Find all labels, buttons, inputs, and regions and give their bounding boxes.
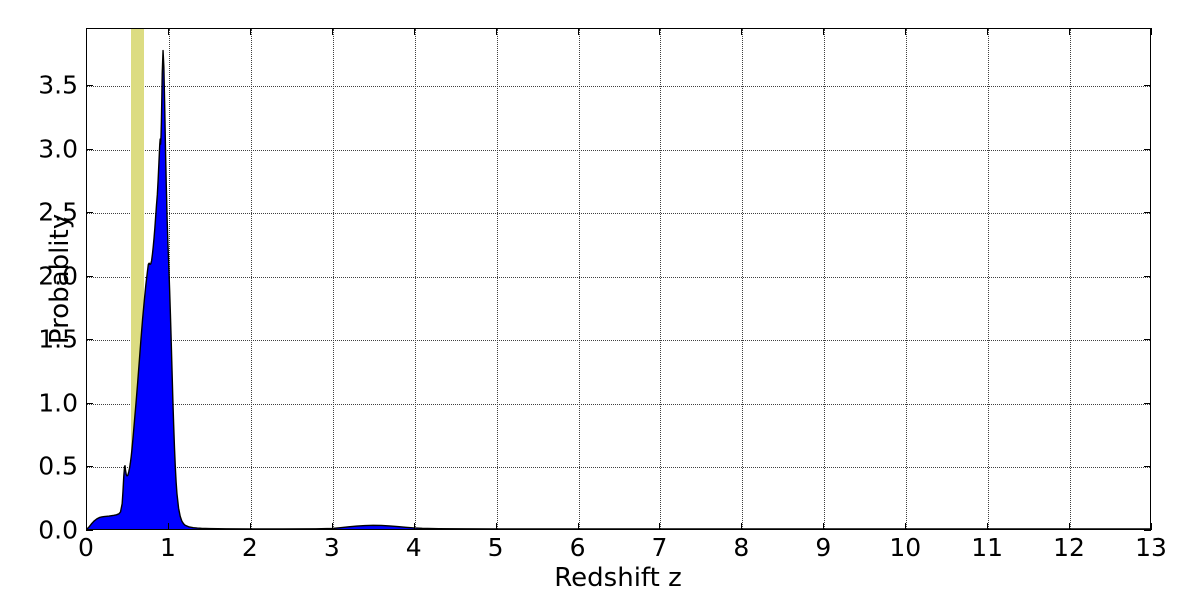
y-tick-mark: [86, 402, 93, 404]
x-tick-mark: [86, 523, 87, 530]
x-tick-label: 10: [889, 533, 922, 562]
x-tick-mark-top: [823, 28, 825, 35]
gridline-vertical: [332, 29, 334, 529]
x-tick-label: 7: [651, 533, 668, 562]
plot-area: [86, 28, 1151, 530]
x-tick-mark-top: [1151, 28, 1152, 35]
x-tick-label: 0: [78, 533, 94, 562]
y-tick-label: 0.0: [38, 515, 78, 545]
gridline-horizontal: [87, 467, 1150, 469]
y-tick-mark-right: [1144, 85, 1151, 87]
x-tick-mark: [495, 523, 497, 530]
gridline-horizontal: [87, 276, 1150, 278]
x-tick-mark: [413, 523, 415, 530]
x-tick-mark-top: [1069, 28, 1071, 35]
x-tick-mark-top: [905, 28, 907, 35]
x-tick-label: 4: [405, 533, 422, 562]
gridline-horizontal: [87, 403, 1150, 405]
x-tick-mark-top: [659, 28, 661, 35]
x-tick-mark: [249, 523, 251, 530]
x-tick-label: 2: [241, 533, 258, 562]
x-tick-label: 3: [323, 533, 340, 562]
y-tick-label: 1.0: [38, 388, 78, 418]
gridline-vertical: [250, 29, 252, 529]
gridline-horizontal: [87, 340, 1150, 342]
y-tick-mark-right: [1144, 339, 1151, 341]
x-tick-label: 11: [971, 533, 1004, 562]
x-tick-label: 9: [815, 533, 832, 562]
x-tick-mark-top: [249, 28, 251, 35]
y-tick-mark-right: [1144, 275, 1151, 277]
x-tick-mark: [331, 523, 333, 530]
gridline-horizontal: [87, 86, 1150, 88]
y-tick-label: 0.5: [38, 451, 78, 481]
y-tick-mark-right: [1144, 212, 1151, 214]
y-tick-mark: [86, 212, 93, 214]
x-tick-label: 1: [159, 533, 176, 562]
gridline-vertical: [660, 29, 662, 529]
pdf-curve-svg: [87, 49, 1150, 529]
y-tick-mark: [86, 148, 93, 150]
plot-inner-clip: [87, 29, 1150, 529]
x-tick-mark: [741, 523, 743, 530]
gridline-vertical: [414, 29, 416, 529]
x-tick-mark: [577, 523, 579, 530]
x-tick-mark: [1151, 523, 1152, 530]
x-tick-label: 12: [1053, 533, 1085, 562]
gridline-vertical: [988, 29, 990, 529]
y-tick-mark: [86, 530, 93, 531]
x-tick-mark-top: [577, 28, 579, 35]
x-tick-mark-top: [167, 28, 169, 35]
x-tick-mark-top: [741, 28, 743, 35]
gridline-vertical: [742, 29, 744, 529]
x-tick-label: 13: [1135, 533, 1167, 562]
y-tick-label: 3.5: [38, 70, 78, 100]
pdf-outline: [87, 49, 1150, 529]
gridline-horizontal: [87, 149, 1150, 151]
gridline-horizontal: [87, 213, 1150, 215]
y-tick-label: 2.0: [38, 261, 78, 291]
y-tick-label: 1.5: [38, 324, 78, 354]
x-tick-label: 8: [733, 533, 750, 562]
y-tick-mark-right: [1144, 148, 1151, 150]
y-tick-mark: [86, 466, 93, 468]
x-tick-mark: [167, 523, 169, 530]
x-axis-label: Redshift z: [554, 563, 682, 593]
y-tick-mark: [86, 275, 93, 277]
y-tick-mark-right: [1144, 402, 1151, 404]
x-tick-label: 5: [487, 533, 504, 562]
y-tick-mark: [86, 339, 93, 341]
x-tick-mark: [987, 523, 989, 530]
gridline-vertical: [906, 29, 908, 529]
x-tick-mark-top: [413, 28, 415, 35]
x-tick-mark-top: [86, 28, 87, 35]
y-tick-mark: [86, 85, 93, 87]
y-tick-mark-right: [1144, 466, 1151, 468]
y-tick-mark-right: [1144, 530, 1151, 531]
gridline-vertical: [824, 29, 826, 529]
gridline-vertical: [1070, 29, 1072, 529]
x-tick-mark-top: [331, 28, 333, 35]
x-tick-mark: [823, 523, 825, 530]
gridline-vertical: [496, 29, 498, 529]
x-tick-label: 6: [569, 533, 586, 562]
pdf-area-fill: [87, 50, 1150, 529]
x-tick-mark-top: [987, 28, 989, 35]
x-tick-mark-top: [495, 28, 497, 35]
y-axis-label: Probablity: [45, 213, 76, 345]
x-tick-mark: [905, 523, 907, 530]
y-tick-label: 2.5: [38, 197, 78, 227]
y-tick-label: 3.0: [38, 134, 78, 164]
gridline-vertical: [578, 29, 580, 529]
x-tick-mark: [1069, 523, 1071, 530]
x-tick-mark: [659, 523, 661, 530]
